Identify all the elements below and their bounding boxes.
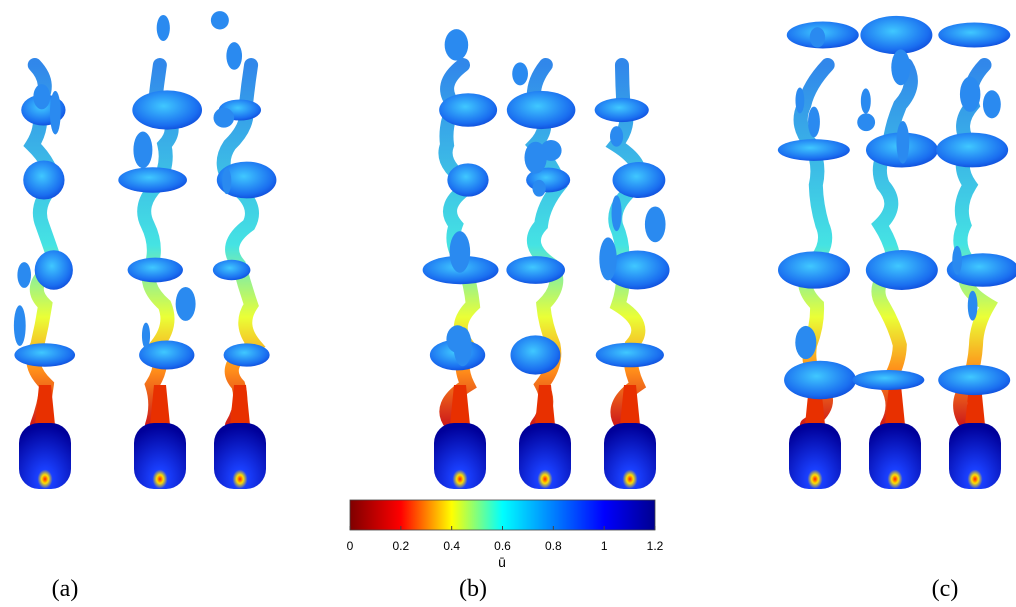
vortex-fragment bbox=[141, 322, 151, 349]
nozzle bbox=[434, 423, 486, 489]
vortex-core bbox=[620, 385, 640, 425]
vortex-fragment bbox=[857, 113, 876, 132]
vortex-fragment bbox=[175, 286, 196, 321]
vortex-ring bbox=[852, 369, 925, 391]
tick-label: 0.2 bbox=[392, 539, 409, 553]
nozzle bbox=[604, 423, 656, 489]
vortex-core bbox=[150, 385, 170, 425]
vortex-fragment bbox=[795, 87, 805, 114]
vortex-ring bbox=[777, 139, 850, 161]
vortex-core bbox=[230, 385, 250, 425]
vortex-visualization bbox=[13, 11, 1016, 489]
vortex-ring bbox=[595, 342, 664, 368]
vortex-ring bbox=[860, 15, 933, 55]
nozzle bbox=[949, 423, 1001, 489]
vortex-fragment bbox=[222, 168, 232, 195]
vortex-ring bbox=[612, 161, 666, 199]
vortex-ring bbox=[14, 343, 76, 367]
vortex-fragment bbox=[210, 11, 229, 30]
vortex-fragment bbox=[133, 131, 153, 169]
vortex-fragment bbox=[967, 290, 978, 321]
vortex-ring bbox=[506, 90, 576, 130]
vortex-fragment bbox=[524, 141, 547, 174]
vortex-core bbox=[35, 385, 55, 425]
vortex-ring bbox=[127, 257, 183, 283]
vortex-stalk bbox=[216, 58, 266, 432]
vortex-ring bbox=[216, 161, 277, 199]
panel-label: (b) bbox=[459, 576, 487, 602]
vortex-fragment bbox=[13, 305, 26, 347]
nozzle bbox=[519, 423, 571, 489]
vortex-fragment bbox=[213, 107, 235, 128]
vortex-fragment bbox=[33, 84, 51, 110]
vortex-ring bbox=[946, 253, 1016, 287]
tick-label: 0.8 bbox=[545, 539, 562, 553]
vortex-fragment bbox=[17, 262, 32, 288]
nozzle bbox=[869, 423, 921, 489]
colorbar bbox=[349, 499, 656, 531]
vortex-core bbox=[450, 385, 470, 425]
vortex-fragment bbox=[156, 14, 170, 41]
vortex-ring bbox=[439, 93, 498, 127]
vortex-ring bbox=[212, 259, 251, 281]
tick-label: 0.6 bbox=[494, 539, 511, 553]
vortex-ring bbox=[865, 250, 938, 290]
vortex-ring bbox=[34, 250, 73, 290]
vortex-fragment bbox=[982, 90, 1001, 119]
vortex-core bbox=[885, 385, 905, 425]
vortex-fragment bbox=[532, 179, 546, 197]
vortex-ring bbox=[23, 160, 65, 200]
vortex-ring bbox=[506, 256, 566, 284]
vortex-fragment bbox=[609, 126, 624, 147]
vortex-ring bbox=[938, 22, 1011, 48]
vortex-fragment bbox=[896, 121, 910, 164]
colorbar-ticks: 0 0.2 0.4 0.6 0.8 1 1.2 bbox=[347, 526, 664, 553]
vortex-fragment bbox=[611, 195, 622, 232]
vortex-ring bbox=[605, 250, 670, 290]
vortex-fragment bbox=[644, 206, 666, 243]
vortex-fragment bbox=[860, 88, 871, 114]
vortex-fragment bbox=[49, 90, 61, 135]
vortex-ring bbox=[784, 360, 857, 400]
nozzle bbox=[214, 423, 266, 489]
vortex-fragment bbox=[891, 49, 911, 86]
vortex-fragment bbox=[795, 325, 817, 360]
nozzle bbox=[19, 423, 71, 489]
nozzle bbox=[789, 423, 841, 489]
nozzle bbox=[134, 423, 186, 489]
vortex-fragment bbox=[449, 231, 471, 273]
vortex-ring bbox=[132, 90, 203, 130]
vortex-fragment bbox=[809, 27, 826, 48]
vortex-core bbox=[535, 385, 555, 425]
vortex-fragment bbox=[959, 76, 981, 112]
vortex-ring bbox=[139, 340, 195, 370]
vortex-ring bbox=[777, 251, 850, 289]
vortex-fragment bbox=[952, 245, 962, 275]
vortex-ring bbox=[594, 97, 649, 123]
vortex-fragment bbox=[444, 29, 469, 61]
vortex-ring bbox=[447, 163, 489, 197]
vortex-fragment bbox=[512, 62, 528, 86]
tick-label: 0.4 bbox=[443, 539, 460, 553]
vortex-ring bbox=[510, 335, 561, 375]
vortex-fragment bbox=[808, 106, 820, 138]
vortex-stalk bbox=[871, 58, 918, 432]
vortex-fragment bbox=[453, 327, 472, 367]
vortex-ring bbox=[223, 343, 270, 367]
colorbar-label: ū bbox=[498, 554, 506, 570]
tick-label: 0 bbox=[347, 539, 354, 553]
vortex-ring bbox=[118, 167, 187, 193]
vortex-fragment bbox=[226, 42, 243, 70]
panel-label: (c) bbox=[932, 576, 959, 602]
vortex-ring bbox=[936, 132, 1009, 168]
tick-label: 1.2 bbox=[647, 539, 664, 553]
vortex-fragment bbox=[599, 237, 617, 281]
panel-label: (a) bbox=[52, 576, 79, 602]
tick-label: 1 bbox=[601, 539, 608, 553]
vortex-ring bbox=[938, 364, 1011, 396]
